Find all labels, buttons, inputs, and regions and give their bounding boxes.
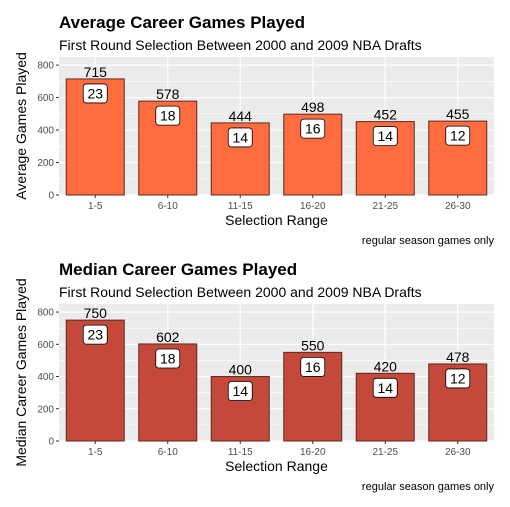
- chart-caption: regular season games only: [362, 235, 495, 247]
- y-tick-label: 0: [48, 437, 54, 448]
- y-tick-label: 200: [37, 404, 54, 415]
- count-label-box: [300, 118, 326, 139]
- y-tick-label: 0: [48, 191, 54, 202]
- count-label: 23: [87, 85, 103, 101]
- count-label-box: [227, 381, 253, 401]
- plot-panel: [59, 304, 494, 441]
- bar-value-label: 750: [84, 305, 108, 321]
- chart-subtitle: First Round Selection Between 2000 and 2…: [59, 37, 422, 53]
- y-axis-ticks: 0 200 400 600 800: [37, 308, 59, 448]
- bar-value-label: 400: [229, 362, 253, 378]
- y-tick-label: 400: [37, 372, 54, 383]
- count-label: 18: [160, 350, 176, 366]
- x-tick-label: 1-5: [88, 201, 103, 212]
- count-label: 16: [305, 121, 321, 137]
- y-tick-label: 800: [37, 61, 54, 72]
- x-axis-title: Selection Range: [225, 458, 328, 474]
- median-games-chart: Median Career Games Played First Round S…: [13, 260, 494, 493]
- count-label: 23: [87, 327, 103, 343]
- y-axis-title: Average Games Played: [13, 52, 29, 200]
- x-tick-label: 6-10: [158, 201, 178, 212]
- x-axis-ticks: 1-5 6-10 11-15 16-20 21-25 26-30: [88, 441, 471, 458]
- bar-value-label: 578: [156, 86, 180, 102]
- count-label: 18: [160, 108, 176, 124]
- x-tick-label: 11-15: [228, 447, 253, 458]
- x-tick-label: 6-10: [158, 447, 178, 458]
- count-label-box: [155, 348, 181, 369]
- x-tick-label: 11-15: [228, 201, 253, 212]
- bar-value-label: 602: [156, 329, 180, 345]
- count-label: 16: [305, 359, 321, 375]
- count-label: 14: [377, 380, 393, 396]
- bars: 715 23 578 18 444 14 498 16 452 14 455 12: [65, 64, 488, 196]
- x-tick-label: 16-20: [300, 201, 326, 212]
- bar-value-label: 455: [446, 106, 470, 122]
- chart-title: Median Career Games Played: [59, 260, 297, 279]
- x-tick-label: 26-30: [445, 447, 471, 458]
- y-tick-label: 600: [37, 340, 54, 351]
- x-axis-title: Selection Range: [225, 212, 328, 228]
- count-label: 14: [232, 129, 248, 145]
- bar-value-label: 550: [301, 337, 325, 353]
- count-label: 14: [377, 128, 393, 144]
- count-label: 14: [232, 383, 248, 399]
- count-label-box: [372, 377, 398, 398]
- bar-value-label: 715: [84, 64, 108, 80]
- y-tick-label: 800: [37, 308, 54, 319]
- bar-value-label: 444: [229, 108, 253, 124]
- bar-value-label: 452: [374, 107, 398, 123]
- chart-subtitle: First Round Selection Between 2000 and 2…: [59, 284, 422, 300]
- x-axis-ticks: 1-5 6-10 11-15 16-20 21-25 26-30: [88, 195, 471, 212]
- count-label-box: [155, 105, 181, 126]
- chart-title: Average Career Games Played: [59, 13, 305, 32]
- y-axis-title: Median Career Games Played: [13, 278, 29, 466]
- x-tick-label: 26-30: [445, 201, 471, 212]
- x-tick-label: 16-20: [300, 447, 326, 458]
- count-label-box: [445, 368, 471, 389]
- count-label-box: [300, 356, 326, 377]
- bar-value-label: 420: [374, 358, 398, 374]
- x-tick-label: 21-25: [372, 201, 398, 212]
- plot-panel: [59, 57, 494, 195]
- count-label-box: [445, 125, 471, 146]
- count-label-box: [227, 127, 253, 148]
- count-label: 12: [450, 370, 466, 386]
- chart-caption: regular season games only: [362, 481, 495, 493]
- average-games-chart: Average Career Games Played First Round …: [13, 13, 494, 247]
- count-label-box: [82, 83, 108, 104]
- bar-value-label: 498: [301, 99, 325, 115]
- x-tick-label: 21-25: [372, 447, 398, 458]
- bars: 750 23 602 18 400 14 550 16 420 14 478 12: [65, 305, 488, 442]
- x-tick-label: 1-5: [88, 447, 103, 458]
- y-tick-label: 200: [37, 158, 54, 169]
- count-label-box: [372, 126, 398, 147]
- count-label: 12: [450, 128, 466, 144]
- count-label-box: [82, 324, 108, 345]
- y-tick-label: 600: [37, 93, 54, 104]
- bar-value-label: 478: [446, 349, 470, 365]
- y-tick-label: 400: [37, 126, 54, 137]
- y-axis-ticks: 0 200 400 600 800: [37, 61, 59, 202]
